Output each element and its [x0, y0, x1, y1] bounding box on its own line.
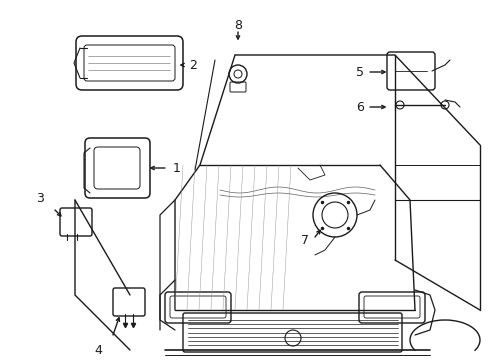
- Text: 1: 1: [173, 162, 181, 175]
- Text: 3: 3: [36, 192, 44, 204]
- Text: 7: 7: [301, 234, 308, 247]
- Text: 6: 6: [355, 100, 363, 113]
- Text: 8: 8: [234, 18, 242, 32]
- Text: 4: 4: [94, 343, 102, 356]
- Text: 2: 2: [189, 59, 197, 72]
- Text: 5: 5: [355, 66, 363, 78]
